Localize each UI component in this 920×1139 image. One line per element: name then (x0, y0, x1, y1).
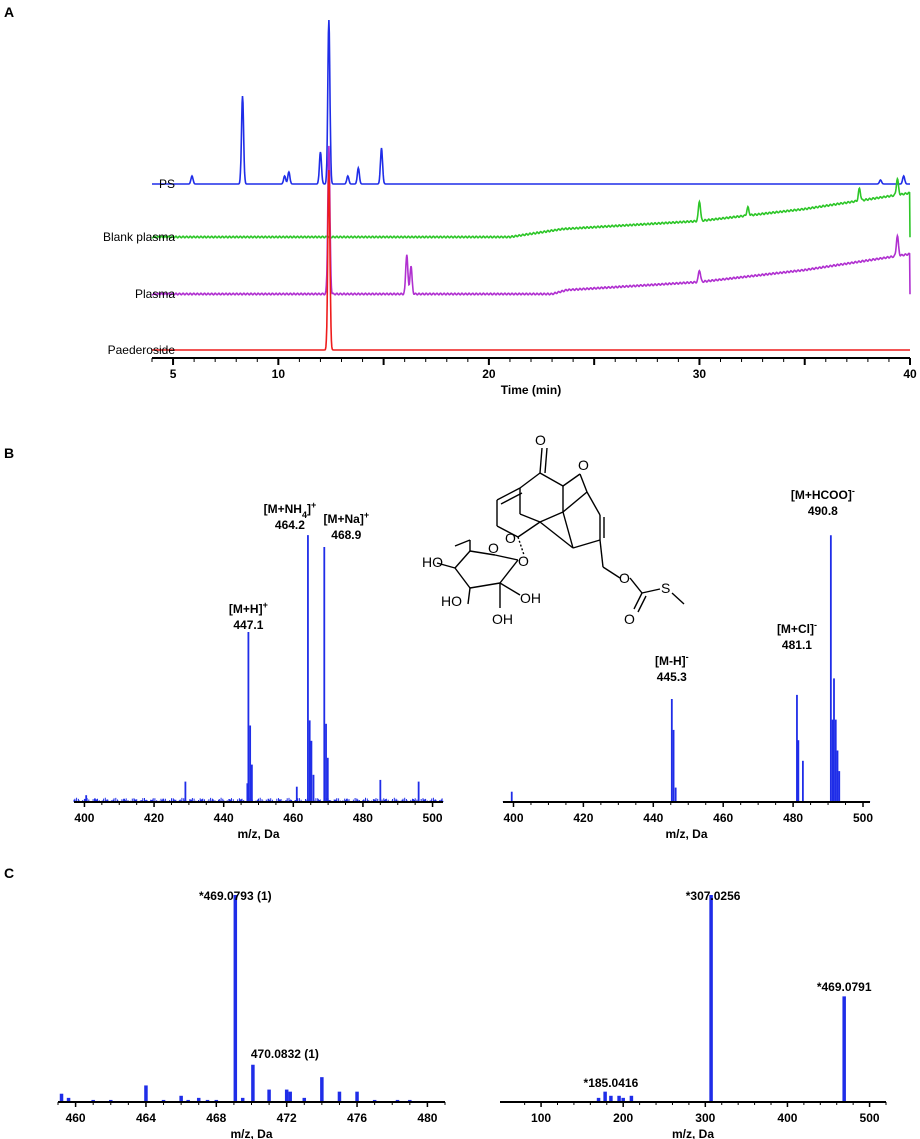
trace-plasma (151, 145, 911, 296)
atom-oh-3: OH (492, 611, 513, 627)
panel-label-c: C (4, 865, 14, 881)
msms-right-panel: 100 200 300 400 500 m/z, Da *307.0256 *469.0791… (500, 889, 887, 1139)
ann-m-hcoo-value: 490.8 (808, 504, 838, 518)
ms-positive-panel: 400 420 440 460 480 500 m/z, Da [M+H]+ 447.1 [M+N… (73, 500, 444, 841)
ann-m-hcoo: [M+HCOO]- (791, 486, 855, 502)
x-axis-title: m/z, Da (237, 827, 279, 841)
atom-ho-6: HO (422, 554, 443, 570)
x-tick-label: 400 (74, 811, 94, 825)
atom-pyran-o: O (505, 530, 516, 546)
chromatogram-panel: PS Blank plasma Plasma Paederoside 5 10 20 30 40… (103, 19, 917, 397)
x-tick-label: 420 (573, 811, 593, 825)
ann-m-na-value: 468.9 (331, 528, 361, 542)
x-tick-label: 476 (347, 1111, 367, 1125)
paederoside-structure: O O O O O O HO HO OH OH O S (422, 432, 685, 627)
atom-carbonyl-o: O (535, 432, 546, 448)
ann-185-0416: *185.0416 (584, 1076, 639, 1090)
atom-ring-o: O (488, 540, 499, 556)
x-tick-label: 472 (277, 1111, 297, 1125)
x-tick-label: 464 (136, 1111, 156, 1125)
ann-m-cl: [M+Cl]- (777, 620, 817, 636)
ann-m-nh4-value: 464.2 (275, 518, 305, 532)
x-tick-label: 480 (353, 811, 373, 825)
trace-label-plasma: Plasma (135, 287, 175, 301)
ann-307-0256: *307.0256 (686, 889, 741, 903)
trace-label-paederoside: Paederoside (108, 343, 176, 357)
x-tick-label: 480 (417, 1111, 437, 1125)
x-axis-title: m/z, Da (665, 827, 707, 841)
x-tick-label: 420 (144, 811, 164, 825)
x-axis-title: Time (min) (501, 383, 561, 397)
x-tick-label: 20 (482, 367, 496, 381)
atom-ho-4: HO (441, 593, 462, 609)
atom-ester-o: O (619, 570, 630, 586)
x-tick-label: 500 (860, 1111, 880, 1125)
panel-label-a: A (4, 4, 14, 20)
x-tick-label: 460 (66, 1111, 86, 1125)
x-tick-label: 5 (170, 367, 177, 381)
ann-m-cl-value: 481.1 (782, 638, 812, 652)
x-tick-label: 200 (613, 1111, 633, 1125)
x-axis-title: m/z, Da (230, 1127, 272, 1139)
ann-m-na: [M+Na]+ (323, 510, 369, 526)
ann-m-nh4: [M+NH4]+ (264, 500, 317, 520)
trace-label-ps: PS (159, 177, 175, 191)
panel-label-b: B (4, 445, 14, 461)
trace-label-blank-plasma: Blank plasma (103, 230, 175, 244)
atom-lactone-o: O (578, 457, 589, 473)
trace-paederoside (152, 169, 910, 351)
x-tick-label: 400 (503, 811, 523, 825)
x-tick-label: 300 (695, 1111, 715, 1125)
msms-left-panel: 460 464 468 472 476 480 m/z, Da *469.0793 (1) 47… (57, 889, 446, 1139)
x-tick-label: 440 (214, 811, 234, 825)
x-tick-label: 400 (777, 1111, 797, 1125)
ann-m-minus-h-value: 445.3 (657, 670, 687, 684)
trace-ps (152, 19, 910, 185)
ann-m-minus-h: [M-H]- (655, 652, 689, 668)
x-tick-label: 500 (423, 811, 443, 825)
x-tick-label: 30 (693, 367, 707, 381)
x-tick-label: 468 (206, 1111, 226, 1125)
x-tick-label: 40 (903, 367, 917, 381)
ann-470-0832: 470.0832 (1) (251, 1047, 319, 1061)
x-axis-title: m/z, Da (672, 1127, 714, 1139)
ann-469-0791: *469.0791 (817, 980, 872, 994)
ann-m-h-value: 447.1 (233, 618, 263, 632)
trace-blank-plasma (151, 176, 911, 239)
atom-carbonyl-o2: O (624, 611, 635, 627)
x-tick-label: 460 (283, 811, 303, 825)
atom-glycosidic-o: O (518, 553, 529, 569)
ann-m-h: [M+H]+ (229, 600, 268, 616)
atom-oh-2: OH (520, 590, 541, 606)
x-tick-label: 480 (783, 811, 803, 825)
x-tick-label: 100 (531, 1111, 551, 1125)
ms-negative-panel: 400 420 440 460 480 500 m/z, Da [M-H]- 445.3 [M+C… (502, 486, 873, 841)
x-tick-label: 500 (853, 811, 873, 825)
ann-469-0793: *469.0793 (1) (199, 889, 272, 903)
x-tick-label: 460 (713, 811, 733, 825)
x-tick-label: 10 (272, 367, 286, 381)
atom-s: S (661, 580, 670, 596)
x-tick-label: 440 (643, 811, 663, 825)
